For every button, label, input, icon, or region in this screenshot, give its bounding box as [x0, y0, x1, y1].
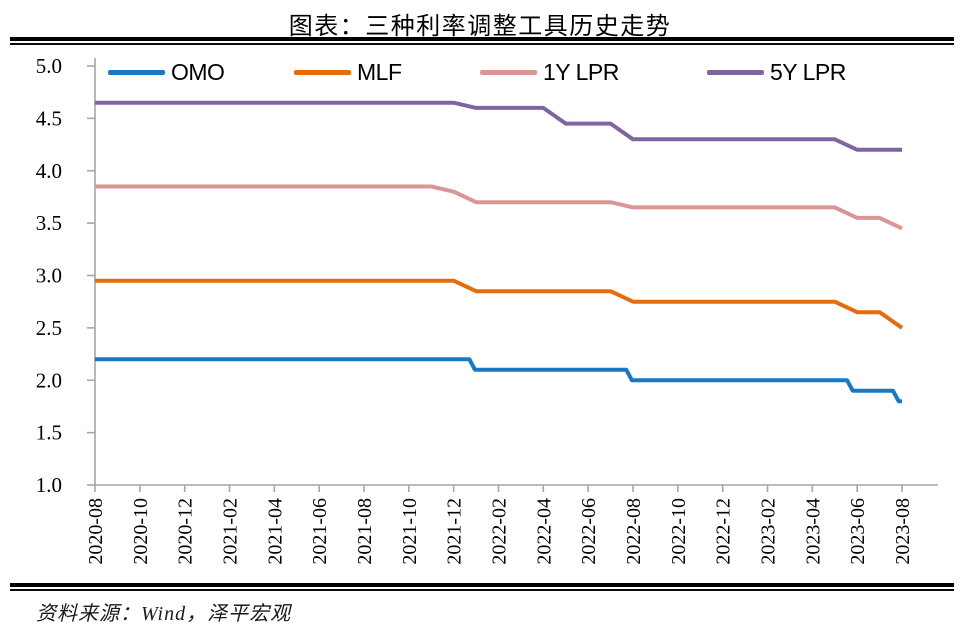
series-line-omo — [95, 357, 902, 404]
y-tick-label: 4.0 — [36, 159, 62, 183]
chart-title: 图表：三种利率调整工具历史走势 — [288, 14, 672, 40]
x-tick-label: 2022-12 — [713, 498, 735, 565]
x-tick-label: 2020-10 — [130, 498, 152, 565]
y-tick-label: 5.0 — [36, 54, 62, 78]
x-tick-label: 2021-08 — [354, 498, 376, 565]
x-tick-label: 2020-12 — [175, 498, 197, 565]
series-line-1y-lpr — [95, 184, 903, 231]
x-tick-label: 2023-08 — [892, 498, 914, 565]
legend-item-5y-lpr: 5Y LPR — [707, 58, 846, 86]
x-tick-label: 2022-02 — [489, 498, 511, 565]
x-tick-label: 2022-06 — [578, 498, 600, 565]
x-tick-label: 2021-02 — [220, 498, 242, 565]
legend-swatch-omo — [108, 69, 165, 75]
chart-legend: OMO MLF 1Y LPR 5Y LPR — [0, 58, 960, 86]
legend-label-mlf: MLF — [357, 58, 402, 85]
series-line-mlf — [95, 278, 904, 330]
y-tick-label: 2.0 — [36, 368, 62, 392]
legend-swatch-1y-lpr — [480, 69, 537, 75]
x-tick-label: 2021-04 — [264, 498, 286, 565]
legend-swatch-5y-lpr — [707, 69, 764, 75]
legend-label-5y-lpr: 5Y LPR — [770, 58, 846, 85]
x-tick-label: 2022-08 — [623, 498, 645, 565]
x-tick-label: 2023-04 — [802, 498, 824, 565]
y-tick-label: 1.0 — [36, 473, 62, 497]
x-tick-label: 2021-06 — [309, 498, 331, 565]
bottom-divider-rule — [10, 583, 954, 591]
x-tick-label: 2021-10 — [399, 498, 421, 565]
x-tick-label: 2022-10 — [668, 498, 690, 565]
y-tick-label: 3.0 — [36, 264, 62, 288]
legend-label-omo: OMO — [171, 58, 225, 85]
series-line-5y-lpr — [95, 100, 902, 152]
legend-swatch-mlf — [294, 69, 351, 75]
legend-item-mlf: MLF — [294, 58, 402, 86]
y-tick-label: 4.5 — [36, 106, 62, 130]
legend-item-omo: OMO — [108, 58, 225, 86]
interest-rate-line-chart: 5.0 4.5 4.0 3.5 3.0 2.5 2.0 1.5 1.0 2020-08 2020-1… — [36, 54, 938, 565]
x-tick-label: 2023-02 — [758, 498, 780, 565]
legend-item-1y-lpr: 1Y LPR — [480, 58, 619, 86]
top-divider-rule — [10, 37, 954, 45]
x-tick-label: 2020-08 — [85, 498, 107, 565]
source-note: 资料来源：Wind，泽平宏观 — [36, 603, 292, 625]
y-tick-label: 1.5 — [36, 421, 62, 445]
x-tick-label: 2022-04 — [533, 498, 555, 565]
y-tick-label: 3.5 — [36, 211, 62, 235]
legend-label-1y-lpr: 1Y LPR — [543, 58, 619, 85]
x-tick-label: 2023-06 — [847, 498, 869, 565]
y-tick-label: 2.5 — [36, 316, 62, 340]
x-tick-label: 2021-12 — [444, 498, 466, 565]
